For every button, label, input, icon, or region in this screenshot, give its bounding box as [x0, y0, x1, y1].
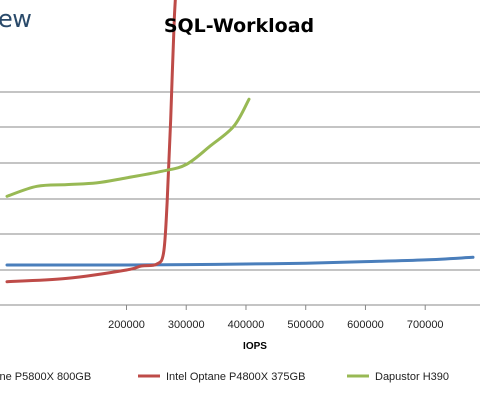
grid-lines	[0, 91, 480, 271]
series-lines	[5, 0, 475, 284]
x-axis-ticks: 200000 300000 400000 500000 600000 700000	[108, 305, 444, 331]
x-tick-label: 300000	[168, 319, 205, 331]
x-tick-label: 700000	[407, 319, 444, 331]
x-tick-label: 200000	[108, 319, 145, 331]
legend-label-2: Dapustor H390	[375, 371, 449, 383]
x-tick-label: 600000	[347, 319, 384, 331]
series-line-0	[5, 255, 475, 267]
x-axis-label: IOPS	[243, 341, 267, 352]
brand-logo-text: ew	[0, 5, 32, 33]
legend-label-0: el Optane P5800X 800GB	[0, 371, 91, 383]
chart-title: SQL-Workload	[164, 15, 314, 37]
x-tick-label: 400000	[228, 319, 265, 331]
legend: el Optane P5800X 800GB Intel Optane P4800…	[0, 371, 449, 383]
legend-label-1: Intel Optane P4800X 375GB	[166, 371, 305, 383]
series-line-2	[5, 97, 251, 198]
x-tick-label: 500000	[287, 319, 324, 331]
series-line-1	[5, 0, 177, 284]
